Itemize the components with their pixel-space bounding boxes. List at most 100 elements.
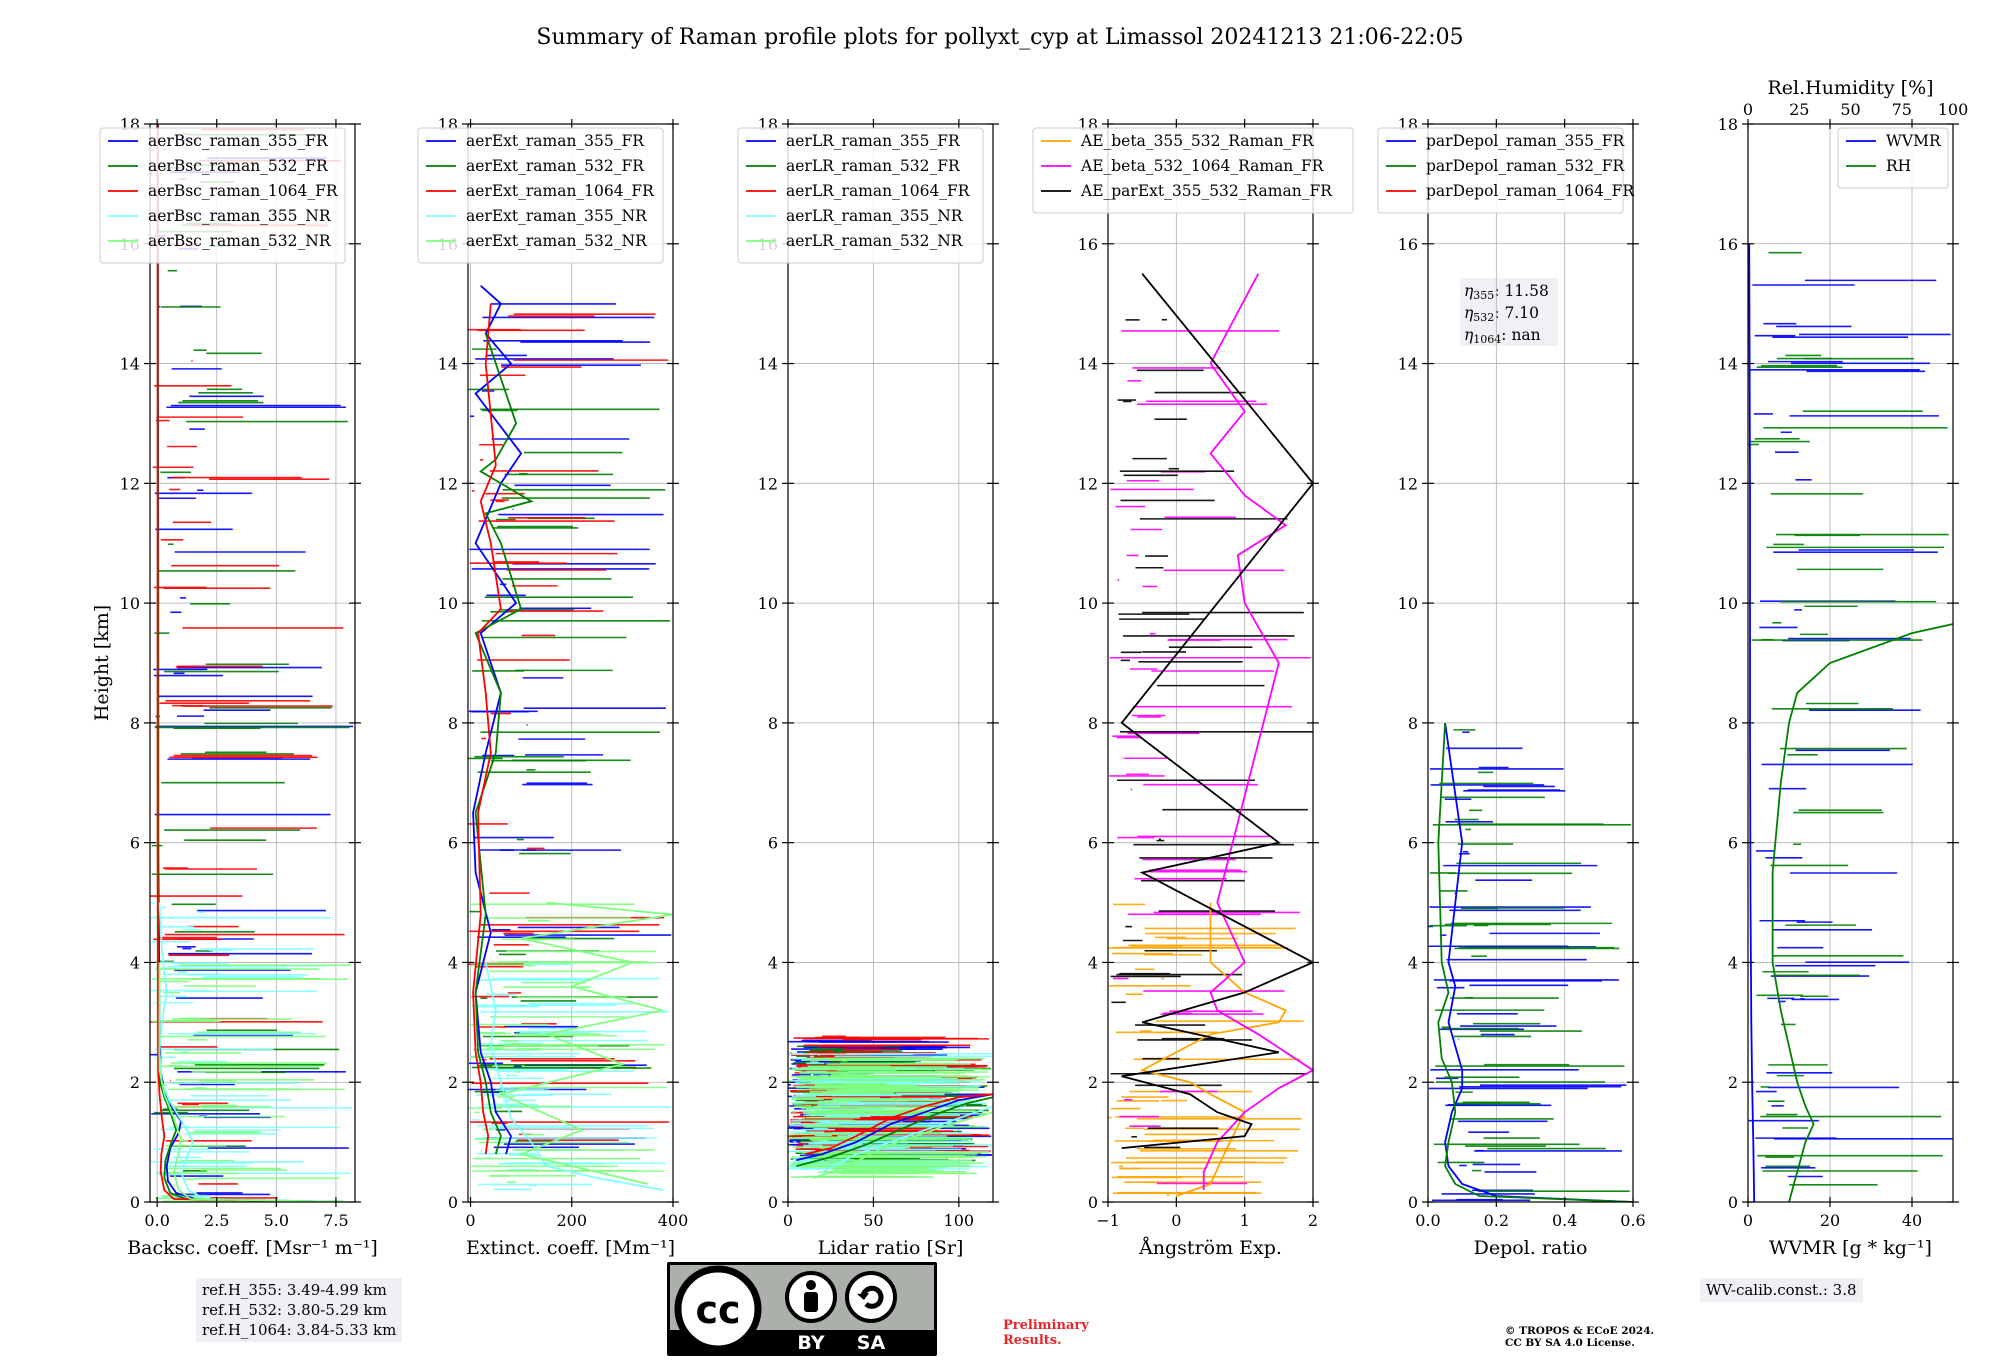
legend-box xyxy=(1837,127,1949,189)
y-tick-label: 18 xyxy=(1718,115,1738,134)
cc-logo-icon xyxy=(674,1265,762,1353)
y-tick-label: 10 xyxy=(438,594,458,613)
figure-title: Summary of Raman profile plots for polly… xyxy=(536,25,1463,50)
x-axis-label: Extinct. coeff. [Mm⁻¹] xyxy=(466,1237,675,1259)
x-axis-label: Ångström Exp. xyxy=(1138,1237,1282,1259)
panel-extinction: 0246810121416180200400Extinct. coeff. [M… xyxy=(417,115,688,1259)
y-tick-label: 16 xyxy=(1718,235,1738,254)
legend: AE_beta_355_532_Raman_FR AE_beta_532_1064… xyxy=(1032,127,1354,214)
y-tick-label: 0 xyxy=(768,1193,778,1212)
panel-water_vapor: 0 2 4 6 8 10 12 14 16 18 0 20 40 WVMR [g * kg⁻¹] Rel.H… xyxy=(1718,77,1969,1259)
x2-tick-label: 75 xyxy=(1892,100,1912,119)
legend-label: aerLR_raman_532_FR xyxy=(786,157,961,175)
y-tick-label: 10 xyxy=(1078,594,1098,613)
y-tick-label: 0 xyxy=(1088,1193,1098,1212)
axes-frame xyxy=(1747,123,1954,1203)
x2-tick-label: 25 xyxy=(1789,100,1809,119)
legend-label: parDepol_raman_532_FR xyxy=(1426,157,1626,175)
x-tick-label: 0 xyxy=(783,1211,793,1230)
ref-h-1064: ref.H_1064: 3.84-5.33 km xyxy=(202,1321,397,1339)
legend-label: aerLR_raman_1064_FR xyxy=(786,182,971,200)
y-tick-label: 14 xyxy=(1398,355,1418,374)
eta-1064: η1064: nan xyxy=(1464,326,1541,346)
legend: aerBsc_raman_355_FR aerBsc_raman_532_FRae… xyxy=(99,127,346,264)
axes-frame xyxy=(1107,123,1314,1203)
legend-box xyxy=(417,127,664,264)
x-tick-label: 0.0 xyxy=(144,1211,169,1230)
noise-strokes xyxy=(1748,251,1953,1186)
legend-label: WVMR xyxy=(1886,132,1942,150)
axes-frame xyxy=(1427,123,1634,1203)
legend-label: aerExt_raman_1064_FR xyxy=(466,182,655,200)
x-tick-label: −1 xyxy=(1096,1211,1120,1230)
series-line-aerBsc_raman_355_NR xyxy=(158,902,348,1202)
x-tick-label: 0 xyxy=(1743,1211,1753,1230)
legend: aerExt_raman_355_FR aerExt_raman_532_FRae… xyxy=(417,127,664,264)
y-tick-label: 12 xyxy=(120,474,140,493)
series-line-aerLR_raman_532_NR xyxy=(813,1111,993,1179)
axes-frame xyxy=(787,123,994,1203)
series-lines xyxy=(1748,243,1953,1202)
legend-label: aerExt_raman_355_NR xyxy=(466,207,648,225)
x-tick-label: 5.0 xyxy=(264,1211,289,1230)
y-tick-label: 6 xyxy=(1728,834,1738,853)
noise-strokes xyxy=(150,128,354,1202)
legend-label: RH xyxy=(1886,157,1911,175)
x-tick-label: 0 xyxy=(465,1211,475,1230)
y-tick-label: 12 xyxy=(1718,474,1738,493)
x-tick-label: 20 xyxy=(1820,1211,1840,1230)
legend-box xyxy=(99,127,346,264)
y-tick-label: 4 xyxy=(1408,953,1418,972)
preliminary-line-1: Preliminary xyxy=(1003,1318,1089,1333)
legend-label: AE_parExt_355_532_Raman_FR xyxy=(1080,182,1333,200)
legend-label: aerBsc_raman_532_NR xyxy=(148,232,332,250)
series-line-aerLR_raman_1064_FR xyxy=(804,1093,993,1155)
series-line-aerBsc_raman_1064_FR xyxy=(156,124,348,1202)
copyright-note: © TROPOS & ECoE 2024. CC BY SA 4.0 Licen… xyxy=(1505,1325,1654,1349)
series-line-AE_parExt_355_532_Raman_FR xyxy=(1120,273,1313,1149)
legend-label: aerBsc_raman_355_NR xyxy=(148,207,332,225)
legend: parDepol_raman_355_FR parDepol_raman_532_… xyxy=(1377,127,1635,214)
ref-h-355: ref.H_355: 3.49-4.99 km xyxy=(202,1281,387,1299)
legend-box xyxy=(737,127,984,264)
preliminary-note: Preliminary Results. xyxy=(1003,1318,1089,1348)
noise-strokes xyxy=(468,303,672,1191)
y-tick-label: 6 xyxy=(768,834,778,853)
series-lines xyxy=(796,1093,993,1179)
y-tick-label: 6 xyxy=(448,834,458,853)
x-tick-label: 200 xyxy=(556,1211,587,1230)
legend-label: aerBsc_raman_1064_FR xyxy=(148,182,339,200)
y-tick-label: 8 xyxy=(130,714,140,733)
y-tick-label: 6 xyxy=(1408,834,1418,853)
legend-box xyxy=(1032,127,1354,214)
eta-355: η355: 11.58 xyxy=(1464,282,1549,302)
y-tick-label: 14 xyxy=(120,355,140,374)
y-tick-label: 14 xyxy=(1078,355,1098,374)
x-tick-label: 100 xyxy=(944,1211,975,1230)
legend-label: aerLR_raman_532_NR xyxy=(786,232,964,250)
y-tick-label: 12 xyxy=(1078,474,1098,493)
y-axis-label: Height [km] xyxy=(91,605,113,721)
y-tick-label: 14 xyxy=(758,355,778,374)
y-tick-label: 0 xyxy=(448,1193,458,1212)
noise-strokes xyxy=(1108,318,1313,1196)
legend: WVMR RH xyxy=(1837,127,1949,189)
series-line-aerExt_raman_355_NR xyxy=(484,962,664,1191)
series-line-aerExt_raman_532_FR xyxy=(474,333,534,1155)
x-tick-label: 40 xyxy=(1902,1211,1922,1230)
y-tick-label: 8 xyxy=(1408,714,1418,733)
y-tick-label: 10 xyxy=(1718,594,1738,613)
y-tick-label: 4 xyxy=(448,953,458,972)
y-tick-label: 0 xyxy=(1728,1193,1738,1212)
y-tick-label: 4 xyxy=(768,953,778,972)
y-tick-label: 10 xyxy=(1398,594,1418,613)
y-tick-label: 2 xyxy=(768,1073,778,1092)
y-tick-label: 4 xyxy=(130,953,140,972)
legend-label: aerExt_raman_355_FR xyxy=(466,132,645,150)
y-tick-label: 12 xyxy=(758,474,778,493)
series-lines xyxy=(472,285,673,1191)
x-tick-label: 2 xyxy=(1308,1211,1318,1230)
y-tick-label: 2 xyxy=(130,1073,140,1092)
series-line-AE_beta_532_1064_Raman_FR xyxy=(1202,273,1313,1190)
